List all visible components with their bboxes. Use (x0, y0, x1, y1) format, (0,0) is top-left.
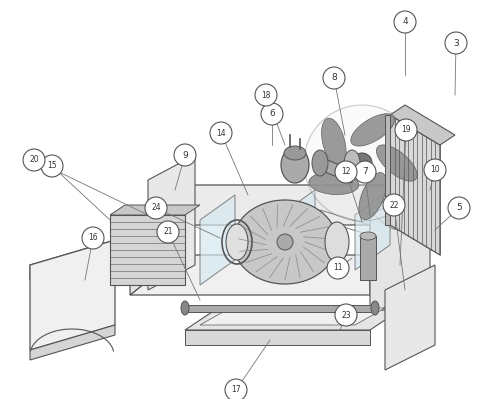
Polygon shape (30, 240, 115, 280)
Text: 21: 21 (163, 227, 173, 237)
Polygon shape (185, 330, 370, 345)
Polygon shape (110, 205, 200, 215)
Circle shape (145, 197, 167, 219)
Circle shape (424, 159, 446, 181)
Text: 3: 3 (453, 38, 459, 47)
Ellipse shape (233, 200, 337, 284)
Circle shape (23, 149, 45, 171)
Text: 12: 12 (341, 168, 351, 176)
Ellipse shape (325, 222, 349, 262)
Polygon shape (200, 195, 235, 285)
Polygon shape (385, 115, 390, 225)
Ellipse shape (322, 118, 346, 167)
Circle shape (354, 161, 376, 183)
Text: 14: 14 (216, 128, 226, 138)
Circle shape (225, 379, 247, 399)
Ellipse shape (376, 145, 417, 181)
Text: 19: 19 (401, 126, 411, 134)
Polygon shape (320, 157, 352, 183)
Circle shape (304, 105, 420, 221)
Ellipse shape (344, 150, 360, 176)
Ellipse shape (351, 114, 395, 146)
Circle shape (327, 257, 349, 279)
Polygon shape (148, 155, 195, 290)
Polygon shape (370, 185, 430, 315)
Ellipse shape (360, 232, 376, 240)
Circle shape (82, 227, 104, 249)
Polygon shape (200, 308, 385, 325)
Circle shape (323, 67, 345, 89)
Text: 10: 10 (430, 166, 440, 174)
Polygon shape (360, 236, 376, 280)
Circle shape (445, 32, 467, 54)
Circle shape (255, 84, 277, 106)
Ellipse shape (181, 301, 189, 315)
Text: 15: 15 (47, 162, 57, 170)
Polygon shape (355, 190, 390, 270)
Polygon shape (370, 185, 420, 295)
Text: 11: 11 (333, 263, 343, 273)
Ellipse shape (284, 146, 306, 160)
Circle shape (277, 234, 293, 250)
Polygon shape (185, 305, 375, 312)
Polygon shape (110, 215, 185, 285)
Text: 22: 22 (389, 201, 399, 209)
Polygon shape (390, 105, 455, 145)
Ellipse shape (281, 147, 309, 183)
Circle shape (335, 304, 357, 326)
Ellipse shape (359, 172, 386, 219)
Circle shape (261, 103, 283, 125)
Ellipse shape (226, 224, 248, 260)
Text: 20: 20 (29, 156, 39, 164)
Polygon shape (130, 185, 420, 225)
Text: 18: 18 (261, 91, 271, 99)
Circle shape (352, 153, 372, 173)
Polygon shape (30, 240, 115, 350)
Text: 17: 17 (231, 385, 241, 395)
Text: 4: 4 (402, 18, 408, 26)
Text: 24: 24 (151, 203, 161, 213)
Circle shape (395, 119, 417, 141)
Text: 16: 16 (88, 233, 98, 243)
Text: 8: 8 (331, 73, 337, 83)
Polygon shape (280, 190, 315, 280)
Text: 23: 23 (341, 310, 351, 320)
Circle shape (174, 144, 196, 166)
Circle shape (394, 11, 416, 33)
Circle shape (335, 161, 357, 183)
Ellipse shape (312, 150, 328, 176)
Ellipse shape (371, 301, 379, 315)
Ellipse shape (309, 172, 359, 195)
Circle shape (41, 155, 63, 177)
Circle shape (210, 122, 232, 144)
Circle shape (157, 221, 179, 243)
Polygon shape (130, 255, 420, 295)
Text: 9: 9 (182, 150, 188, 160)
Polygon shape (390, 115, 440, 255)
Text: 6: 6 (269, 109, 275, 119)
Polygon shape (385, 265, 435, 370)
Polygon shape (130, 185, 180, 295)
Circle shape (383, 194, 405, 216)
Text: 7: 7 (362, 168, 368, 176)
Polygon shape (185, 310, 400, 330)
Circle shape (448, 197, 470, 219)
Text: 5: 5 (456, 203, 462, 213)
Polygon shape (30, 325, 115, 360)
